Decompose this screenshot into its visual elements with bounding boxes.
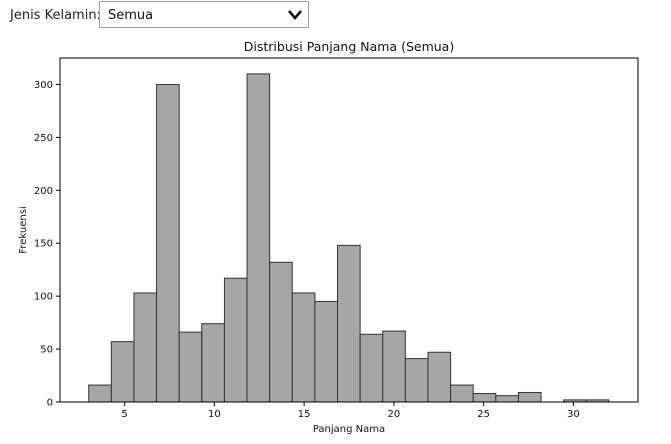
y-axis-label: Frekuensi: [18, 206, 29, 253]
chart-title: Distribusi Panjang Nama (Semua): [244, 39, 454, 54]
gender-select-value: Semua: [108, 8, 154, 23]
histogram-bar: [337, 244, 361, 403]
histogram-bar: [450, 384, 474, 403]
histogram-bar: [495, 395, 519, 403]
chevron-down-icon: [288, 10, 302, 20]
y-tick-label: 200: [34, 186, 53, 197]
histogram-bar: [517, 391, 542, 403]
y-tick-label: 50: [40, 345, 53, 356]
x-tick-label: 5: [121, 409, 127, 420]
histogram-bar: [156, 83, 180, 403]
y-tick-label: 250: [34, 133, 53, 144]
histogram-bar: [88, 384, 112, 403]
histogram-bar: [110, 341, 135, 403]
y-tick-label: 100: [34, 292, 53, 303]
histogram-bar: [269, 261, 293, 403]
plot-frame: [59, 57, 639, 403]
histogram-bar: [178, 331, 203, 403]
histogram-bar: [201, 323, 225, 403]
gender-select[interactable]: Semua: [99, 1, 309, 28]
x-tick-label: 30: [567, 409, 580, 420]
histogram-chart: Distribusi Panjang Nama (Semua) 5 10 15 20 2…: [18, 39, 639, 435]
histogram-bar: [382, 330, 406, 403]
y-tick-label: 0: [47, 398, 53, 409]
histogram-bar: [246, 73, 271, 403]
histogram-bar: [133, 292, 158, 403]
histogram-bar: [427, 351, 452, 403]
x-tick-label: 15: [298, 409, 311, 420]
x-tick-label: 10: [208, 409, 221, 420]
histogram-bar: [472, 393, 497, 403]
histogram-bar: [314, 300, 339, 403]
y-tick-label: 300: [34, 80, 53, 91]
histogram-bar: [359, 333, 384, 403]
x-axis-label: Panjang Nama: [313, 424, 385, 435]
gender-filter-row: Jenis Kelamin: Semua: [0, 0, 671, 30]
histogram-bar: [404, 358, 429, 403]
histogram-bar: [291, 292, 316, 403]
gender-filter-label: Jenis Kelamin:: [10, 8, 101, 23]
x-tick-label: 20: [388, 409, 401, 420]
histogram-bar: [223, 277, 248, 403]
y-tick-label: 150: [34, 239, 53, 250]
x-tick-label: 25: [477, 409, 490, 420]
